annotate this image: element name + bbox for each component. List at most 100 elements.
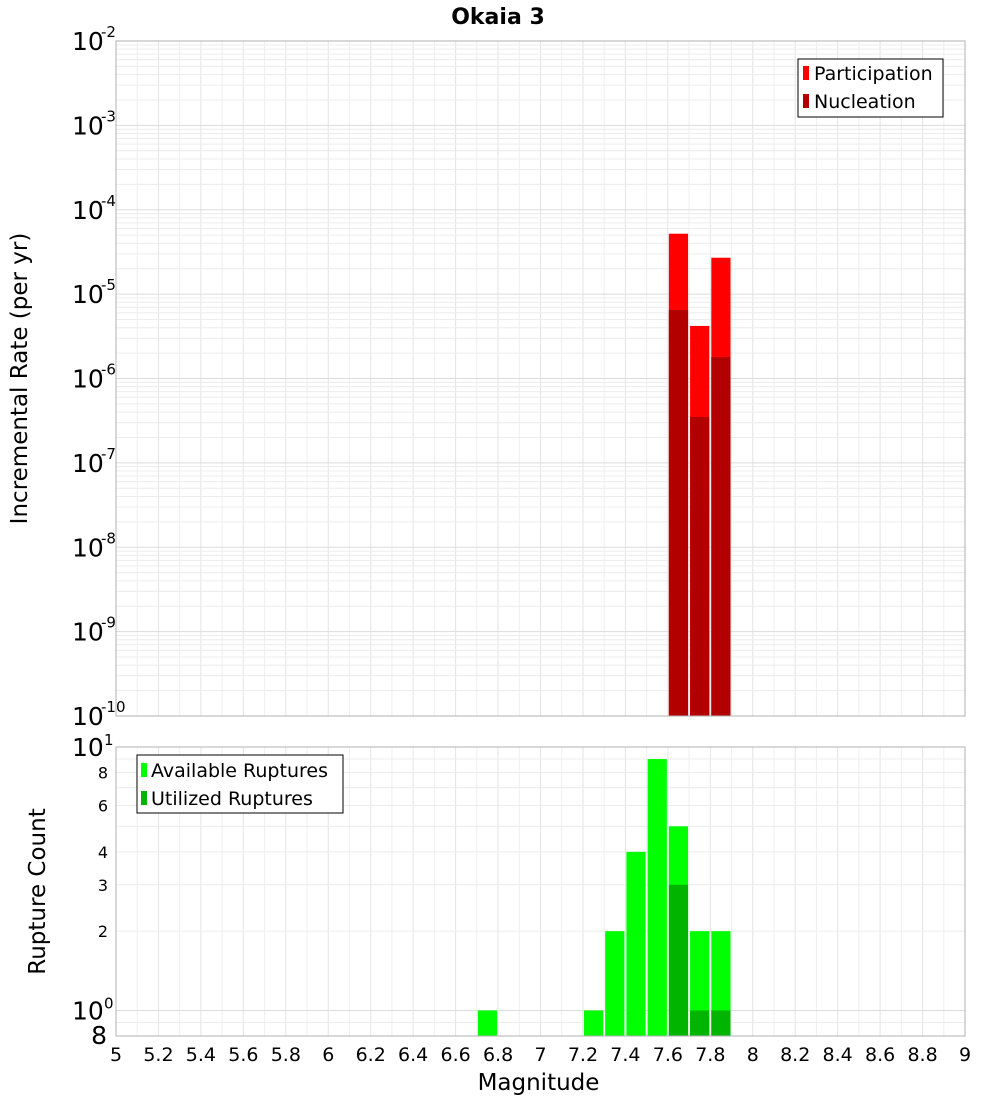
bottom-bars: [477, 759, 731, 1036]
y-tick-bottom-label: 8: [91, 1021, 107, 1050]
y-tick-label: 10-10: [72, 698, 126, 731]
bar-utilized-ruptures: [668, 884, 689, 1036]
legend-swatch: [141, 763, 147, 777]
x-tick-label: 6: [322, 1044, 334, 1066]
y-tick-base: 10: [72, 365, 104, 394]
bar-available-ruptures: [605, 931, 625, 1036]
x-tick-label: 7.8: [695, 1044, 725, 1066]
top-y-axis-label: Incremental Rate (per yr): [7, 233, 33, 525]
y-tick-exponent: -10: [101, 698, 126, 716]
top-bars: [668, 233, 731, 716]
y-tick-exponent: 0: [104, 994, 114, 1012]
y-tick-exponent: -5: [101, 276, 116, 294]
bar-available-ruptures: [477, 1010, 498, 1036]
y-tick-label: 10-2: [72, 23, 116, 56]
top-y-ticks: 10-210-310-410-510-610-710-810-910-10: [72, 23, 126, 731]
x-tick-label: 6.6: [440, 1044, 470, 1066]
x-axis-label: Magnitude: [478, 1070, 600, 1096]
y-tick-exponent: -4: [101, 192, 116, 210]
legend-label: Participation: [814, 63, 933, 85]
x-tick-label: 7.4: [610, 1044, 640, 1066]
y-tick-base: 10: [72, 733, 104, 762]
bottom-y-axis-label: Rupture Count: [25, 808, 51, 974]
legend-label: Available Ruptures: [151, 760, 328, 782]
y-tick-base: 10: [72, 618, 104, 647]
x-tick-label: 7.2: [568, 1044, 598, 1066]
y-tick-minor-label: 4: [98, 843, 108, 862]
legend-box: [136, 754, 344, 814]
x-tick-label: 6.4: [398, 1044, 428, 1066]
y-tick-exponent: -9: [101, 614, 116, 632]
bar-nucleation: [711, 356, 731, 716]
y-tick-label: 10-5: [72, 276, 116, 309]
chart-title: Okaia 3: [451, 5, 545, 30]
legend-swatch: [803, 94, 809, 108]
x-tick-label: 8.8: [907, 1044, 937, 1066]
y-tick-base: 10: [72, 27, 104, 56]
x-tick-label: 8.2: [780, 1044, 810, 1066]
y-tick-minor-label: 8: [98, 764, 108, 783]
y-tick-label: 10 1: [72, 731, 114, 762]
top-grid: [115, 41, 966, 717]
bar-nucleation: [668, 309, 689, 716]
x-tick-label: 5.2: [143, 1044, 173, 1066]
y-tick-base: 10: [72, 533, 104, 562]
y-tick-base: 10: [72, 996, 104, 1025]
x-tick-label: 5.6: [228, 1044, 258, 1066]
bar-available-ruptures: [647, 759, 667, 1036]
top-plot-frame: [115, 40, 966, 717]
y-tick-exponent: 1: [104, 731, 114, 749]
legend-swatch: [803, 66, 809, 80]
x-tick-label: 5.8: [271, 1044, 301, 1066]
y-tick-base: 10: [72, 449, 104, 478]
x-tick-label: 6.2: [356, 1044, 386, 1066]
bar-nucleation: [690, 416, 710, 716]
y-tick-label: 10-8: [72, 529, 116, 562]
y-tick-minor-label: 2: [98, 922, 108, 941]
y-tick-base: 10: [72, 196, 104, 225]
y-tick-base: 10: [72, 280, 104, 309]
bar-available-ruptures: [711, 931, 731, 1036]
legend-box: [797, 58, 944, 118]
y-tick-exponent: -2: [101, 23, 116, 41]
bar-available-ruptures: [626, 851, 646, 1036]
y-tick-base: 10: [72, 111, 104, 140]
y-tick-exponent: -8: [101, 529, 116, 547]
x-tick-label: 8.4: [823, 1044, 853, 1066]
bottom-legend: Available Ruptures Utilized Ruptures: [136, 754, 344, 814]
bar-utilized-ruptures: [711, 1010, 731, 1036]
top-legend: Participation Nucleation: [797, 58, 944, 118]
x-tick-label: 6.8: [483, 1044, 513, 1066]
x-tick-label: 7.6: [653, 1044, 683, 1066]
legend-label: Nucleation: [814, 91, 916, 113]
y-tick-base: 10: [72, 702, 104, 731]
y-tick-label: 10-9: [72, 614, 116, 647]
legend-swatch: [141, 791, 147, 805]
y-tick-exponent: -6: [101, 361, 116, 379]
y-tick-label: 10-7: [72, 445, 116, 478]
x-tick-label: 8: [747, 1044, 759, 1066]
y-tick-exponent: -3: [101, 107, 116, 125]
y-tick-exponent: -7: [101, 445, 116, 463]
bar-available-ruptures: [583, 1010, 604, 1036]
x-tick-label: 7: [534, 1044, 546, 1066]
bar-available-ruptures: [690, 931, 710, 1036]
y-tick-minor-label: 6: [98, 796, 108, 815]
legend-label: Utilized Ruptures: [151, 788, 313, 810]
y-tick-label: 10 0: [72, 994, 114, 1025]
x-tick-label: 9: [959, 1044, 971, 1066]
x-tick-label: 8.6: [865, 1044, 895, 1066]
x-tick-label: 5.4: [186, 1044, 216, 1066]
x-axis-ticks: 5 5.2 5.4 5.6 5.8 6 6.2 6.4 6.6 6.8 7 7.2 7.4 7.6 7.8 8…: [110, 1044, 971, 1066]
top-plot-panel: 10-210-310-410-510-610-710-810-910-10 In…: [7, 23, 966, 731]
y-tick-label: 10-4: [72, 192, 116, 225]
y-tick-label: 10-3: [72, 107, 116, 140]
bar-utilized-ruptures: [690, 1010, 710, 1036]
y-tick-minor-label: 3: [98, 876, 108, 895]
bottom-plot-frame: [115, 746, 966, 1037]
x-tick-label: 5: [110, 1044, 122, 1066]
y-tick-label: 10-6: [72, 361, 116, 394]
